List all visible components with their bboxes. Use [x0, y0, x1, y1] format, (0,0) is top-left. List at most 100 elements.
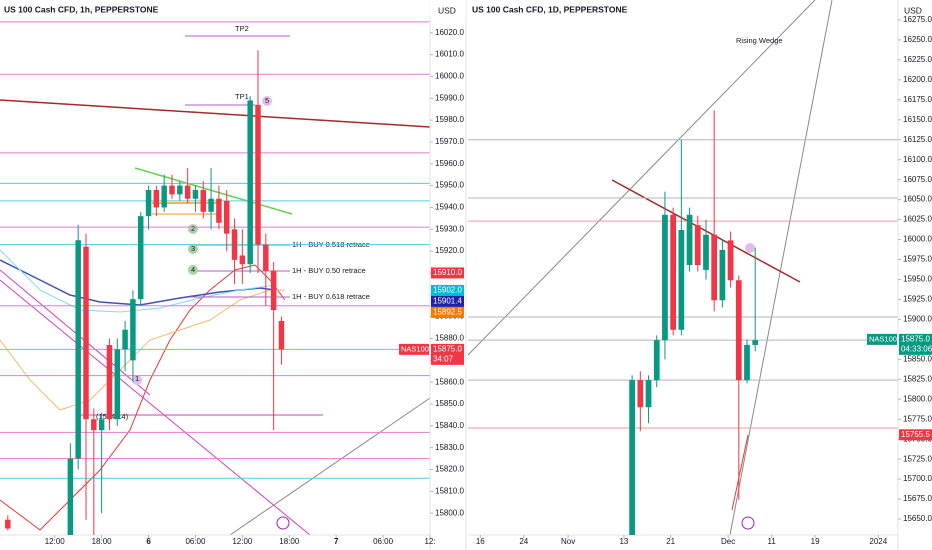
candle-body — [231, 229, 238, 260]
y-tick-label: 16100.0 — [903, 155, 932, 164]
annotation: 1H - BUY 0.50 retrace — [292, 266, 366, 275]
candle-body — [678, 229, 685, 330]
y-tick-label: 16000.0 — [903, 235, 932, 244]
candle-body — [216, 198, 222, 223]
candle-body — [686, 214, 693, 266]
candle-body — [153, 189, 160, 208]
candle-body — [161, 185, 167, 208]
y-tick-label: 16200.0 — [903, 75, 932, 84]
y-tick-label: 15880.0 — [435, 334, 464, 343]
y-tick-label: 15830.0 — [435, 443, 464, 452]
annotation: 2 — [191, 224, 195, 233]
y-tick-label: 15950.0 — [903, 275, 932, 284]
candle-body — [75, 240, 81, 459]
y-tick-label: 16225.0 — [903, 55, 932, 64]
marker — [132, 375, 142, 385]
y-tick-label: 15900.0 — [903, 315, 932, 324]
x-tick-label: 2024 — [869, 537, 887, 546]
candle-body — [169, 185, 175, 195]
y-tick-label: 15925.0 — [903, 295, 932, 304]
trend-line — [229, 397, 431, 536]
candle-body — [263, 244, 269, 271]
left-drawings — [0, 35, 431, 536]
last-price-tag — [899, 333, 932, 355]
last-name: NAS100 — [869, 334, 897, 343]
annotation: (15844.4) — [96, 412, 129, 421]
y-tick-label: 15860.0 — [435, 377, 464, 386]
annotation: TP1 — [235, 92, 249, 101]
candle-body — [106, 345, 113, 420]
x-tick-label: 16 — [476, 537, 485, 546]
candle-body — [752, 340, 759, 345]
x-tick-label: 13 — [619, 537, 628, 546]
y-tick-label: 15980.0 — [435, 115, 464, 124]
price-tag — [431, 306, 464, 318]
y-tick-label: 15810.0 — [435, 486, 464, 495]
candle-body — [223, 200, 230, 234]
last-name: NAS100 — [401, 344, 429, 353]
y-tick-label: 15990.0 — [435, 93, 464, 102]
y-tick-label: 15775.0 — [903, 414, 932, 423]
candle-body — [629, 380, 635, 535]
price-tag-label: 15892.5 — [433, 308, 462, 317]
y-tick-label: 16250.0 — [903, 35, 932, 44]
candle-body — [744, 344, 750, 381]
annotation: 5 — [265, 96, 269, 105]
candle-body — [694, 225, 701, 266]
candle-body — [208, 198, 214, 212]
x-tick-label: 6 — [146, 537, 151, 546]
annotation: Rising Wedge — [736, 36, 783, 45]
candle-body — [91, 419, 97, 431]
wedge-line — [729, 0, 833, 536]
y-tick-label: 15825.0 — [903, 374, 932, 383]
y-tick-label: 15850.0 — [435, 399, 464, 408]
x-tick-label: 11 — [767, 537, 776, 546]
y-tick-label: 15800.0 — [903, 394, 932, 403]
candle-body — [719, 249, 726, 301]
marker — [745, 243, 755, 253]
y-tick-label: 15970.0 — [435, 137, 464, 146]
y-tick-label: 16125.0 — [903, 135, 932, 144]
x-tick-label: 24 — [519, 537, 528, 546]
price-tag-label: 15910.0 — [433, 268, 462, 277]
y-tick-label: 15650.0 — [903, 514, 932, 523]
x-tick-label: 18:00 — [279, 537, 300, 546]
candle-body — [727, 240, 734, 281]
candle-body — [255, 104, 261, 245]
event-icon[interactable] — [276, 516, 290, 530]
candle-body — [137, 216, 144, 300]
last-price-tag — [431, 343, 464, 365]
candle-body — [270, 270, 277, 311]
x-tick-label: 06:00 — [373, 537, 394, 546]
annotation: 4 — [191, 265, 195, 274]
candle-body — [177, 185, 183, 195]
candle-body — [278, 321, 285, 350]
candle-body — [192, 189, 199, 199]
moving-average — [731, 434, 749, 511]
y-tick-label: 15800.0 — [435, 508, 464, 517]
event-icon[interactable] — [741, 516, 755, 530]
countdown: 34:07 — [433, 354, 454, 363]
y-tick-label: 16020.0 — [435, 28, 464, 37]
x-tick-label: Dec — [721, 537, 735, 546]
marker — [188, 244, 198, 254]
candle-body — [703, 234, 709, 270]
countdown: 04:33:06 — [901, 344, 932, 353]
candle-body — [5, 519, 11, 529]
y-tick-label: 15940.0 — [435, 203, 464, 212]
candle-body — [130, 299, 136, 361]
last-price-label: 15875.0 — [433, 344, 462, 353]
trend-line — [0, 269, 151, 396]
y-tick-label: 16025.0 — [903, 215, 932, 224]
x-tick-label: 21 — [666, 537, 675, 546]
candle-body — [122, 329, 128, 350]
trend-line — [0, 99, 431, 128]
price-tag — [899, 429, 932, 441]
moving-average — [0, 249, 276, 313]
marker — [188, 224, 198, 234]
candle-body — [145, 189, 152, 217]
y-tick-label: 15675.0 — [903, 494, 932, 503]
y-tick-label: 15700.0 — [903, 474, 932, 483]
